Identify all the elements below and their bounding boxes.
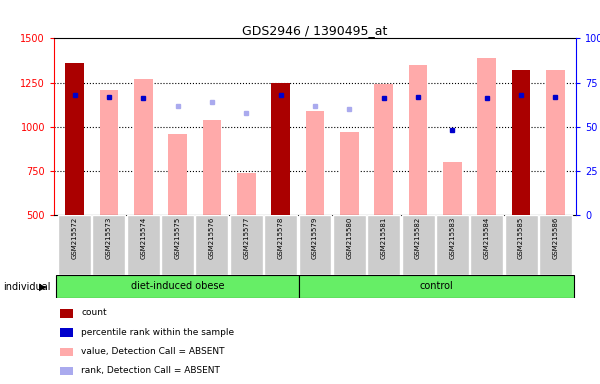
Bar: [367, 215, 400, 275]
Bar: [512, 70, 530, 215]
Bar: [546, 70, 565, 215]
Text: GSM215575: GSM215575: [175, 217, 181, 259]
Text: GSM215574: GSM215574: [140, 217, 146, 259]
Bar: [271, 83, 290, 215]
Bar: [168, 134, 187, 215]
Text: GSM215573: GSM215573: [106, 217, 112, 259]
Bar: [299, 275, 574, 298]
Bar: [333, 215, 366, 275]
Bar: [477, 58, 496, 215]
Bar: [264, 215, 297, 275]
Bar: [100, 89, 118, 215]
Bar: [539, 215, 572, 275]
Text: ▶: ▶: [39, 282, 47, 292]
Bar: [505, 215, 538, 275]
Bar: [203, 120, 221, 215]
Bar: [127, 215, 160, 275]
Bar: [401, 215, 434, 275]
Bar: [65, 63, 84, 215]
Bar: [134, 79, 153, 215]
Text: control: control: [419, 281, 453, 291]
Text: GSM215581: GSM215581: [380, 217, 386, 259]
Bar: [92, 215, 125, 275]
Text: GSM215583: GSM215583: [449, 217, 455, 259]
Bar: [436, 215, 469, 275]
Text: value, Detection Call = ABSENT: value, Detection Call = ABSENT: [81, 347, 224, 356]
Text: individual: individual: [3, 282, 50, 292]
Text: GSM215582: GSM215582: [415, 217, 421, 259]
Bar: [196, 215, 229, 275]
Bar: [230, 215, 263, 275]
Bar: [340, 132, 359, 215]
Text: GSM215579: GSM215579: [312, 217, 318, 259]
Bar: [56, 275, 299, 298]
Text: percentile rank within the sample: percentile rank within the sample: [81, 328, 234, 337]
Text: GSM215578: GSM215578: [278, 217, 284, 259]
Text: GSM215585: GSM215585: [518, 217, 524, 259]
Text: GSM215572: GSM215572: [71, 217, 77, 259]
Bar: [374, 84, 393, 215]
Bar: [299, 215, 331, 275]
Bar: [58, 215, 91, 275]
Text: diet-induced obese: diet-induced obese: [131, 281, 224, 291]
Text: rank, Detection Call = ABSENT: rank, Detection Call = ABSENT: [81, 366, 220, 375]
Text: GSM215584: GSM215584: [484, 217, 490, 259]
Title: GDS2946 / 1390495_at: GDS2946 / 1390495_at: [242, 24, 388, 37]
Bar: [470, 215, 503, 275]
Bar: [237, 173, 256, 215]
Text: count: count: [81, 308, 107, 318]
Bar: [305, 111, 325, 215]
Text: GSM215580: GSM215580: [346, 217, 352, 259]
Text: GSM215577: GSM215577: [244, 217, 250, 259]
Bar: [409, 65, 427, 215]
Bar: [161, 215, 194, 275]
Text: GSM215576: GSM215576: [209, 217, 215, 259]
Bar: [443, 162, 462, 215]
Text: GSM215586: GSM215586: [553, 217, 559, 259]
